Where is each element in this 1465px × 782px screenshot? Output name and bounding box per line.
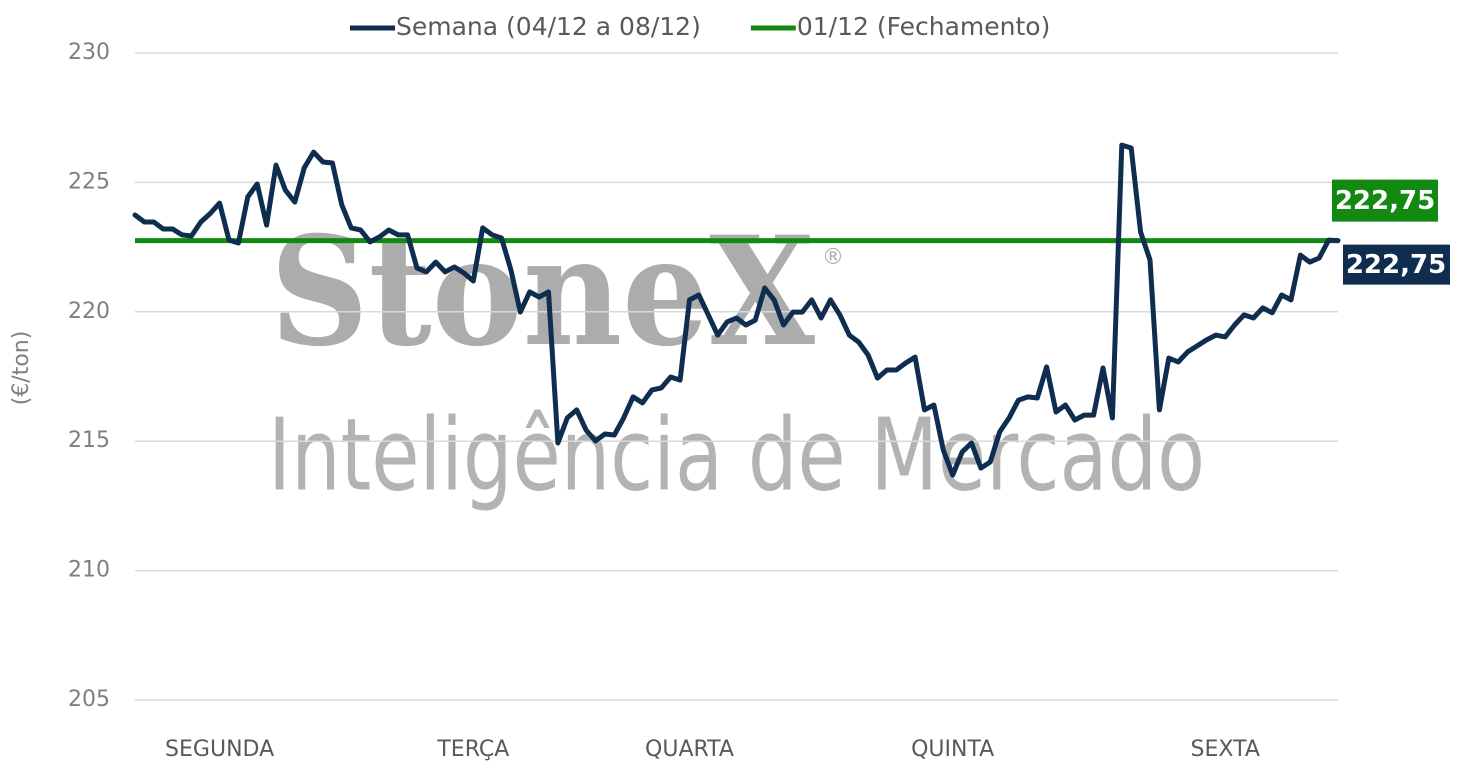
legend-label: 01/12 (Fechamento) <box>797 12 1050 41</box>
x-tick-label: SEXTA <box>1191 737 1260 762</box>
y-tick-label: 230 <box>68 40 110 65</box>
x-tick-label: TERÇA <box>436 737 509 762</box>
y-tick-label: 220 <box>68 299 110 324</box>
y-tick-label: 215 <box>68 428 110 453</box>
y-tick-label: 225 <box>68 169 110 194</box>
legend: Semana (04/12 a 08/12) 01/12 (Fechamento) <box>350 12 1050 41</box>
reference-label: 222,75 <box>1335 186 1435 216</box>
legend-label: Semana (04/12 a 08/12) <box>396 12 701 41</box>
x-tick-label: SEGUNDA <box>165 737 274 762</box>
y-tick-label: 210 <box>68 558 110 583</box>
watermark: StoneX ® Inteligência de Mercado <box>268 204 1205 513</box>
y-axis-label: (€/ton) <box>9 331 34 406</box>
x-tick-label: QUARTA <box>645 737 734 762</box>
y-tick-label: 205 <box>68 687 110 712</box>
end-label: 222,75 <box>1346 250 1446 280</box>
reference-label-box <box>1332 179 1438 222</box>
x-tick-label: QUINTA <box>911 737 994 762</box>
watermark-mark: ® <box>822 245 844 270</box>
end-label-box <box>1343 244 1450 285</box>
watermark-sub: Inteligência de Mercado <box>268 396 1205 513</box>
series-line <box>132 142 1341 478</box>
